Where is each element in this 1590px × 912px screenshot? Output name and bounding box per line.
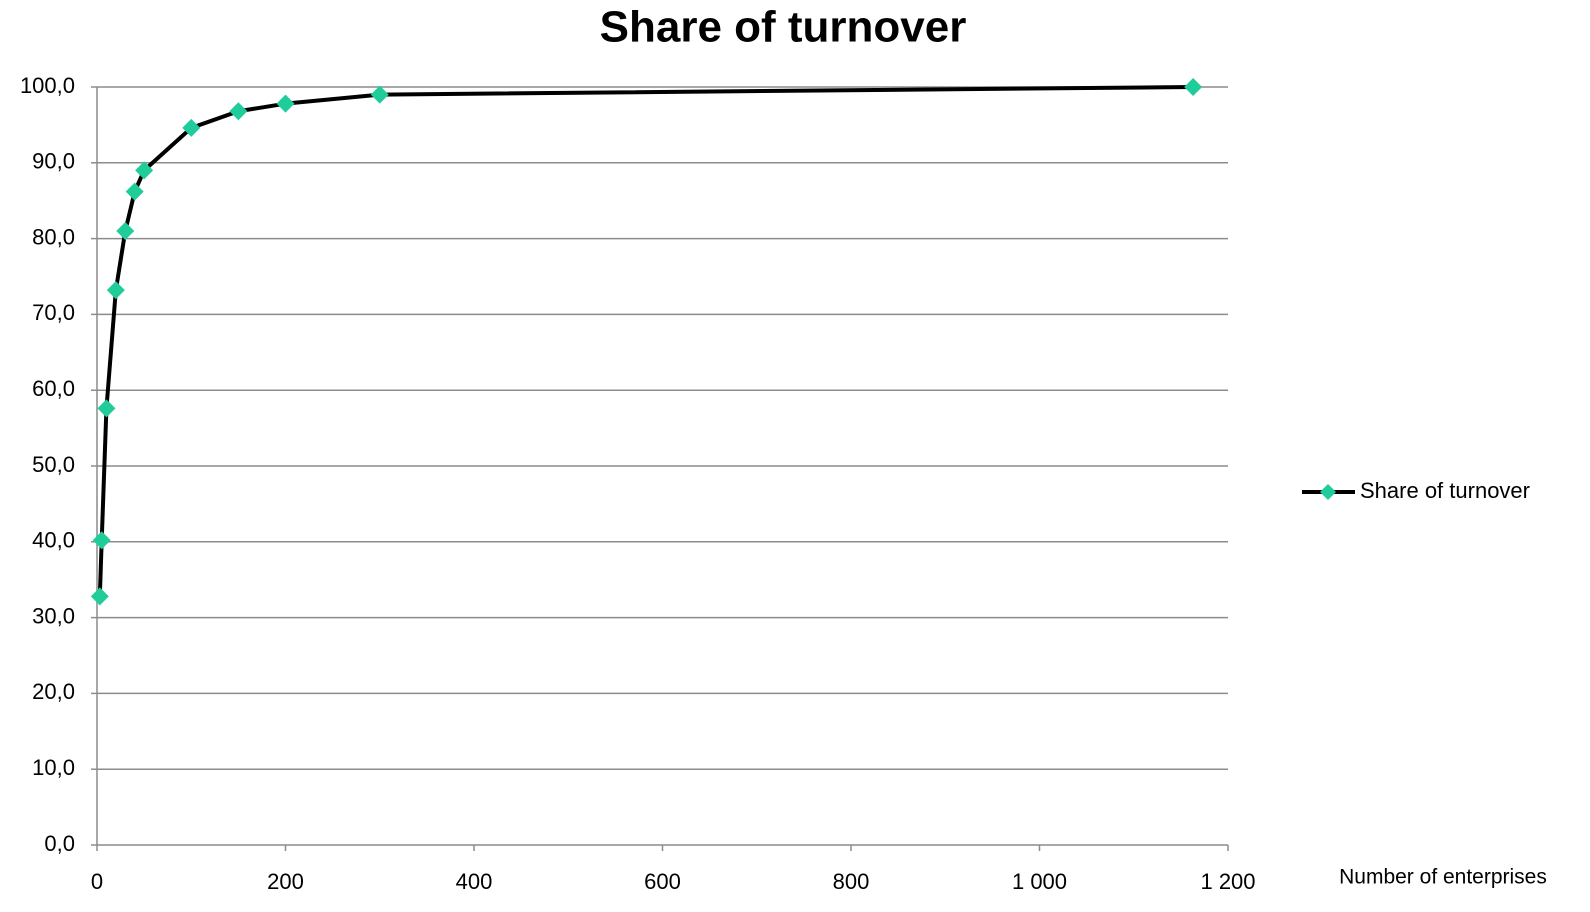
data-point (97, 399, 116, 418)
y-tick-label: 20,0 (32, 679, 75, 704)
data-point (276, 94, 295, 113)
data-point (116, 222, 135, 241)
x-tick-label: 600 (644, 869, 681, 894)
y-tick-label: 60,0 (32, 376, 75, 401)
legend-label: Share of turnover (1360, 478, 1530, 503)
x-tick-label: 0 (91, 869, 103, 894)
data-point (135, 161, 154, 180)
x-axis-label: Number of enterprises (1339, 866, 1547, 889)
data-point (125, 182, 144, 201)
x-tick-label: 400 (456, 869, 493, 894)
y-tick-label: 40,0 (32, 528, 75, 553)
y-tick-label: 30,0 (32, 603, 75, 628)
data-point (92, 531, 111, 550)
y-tick-label: 0,0 (44, 831, 75, 856)
y-tick-label: 90,0 (32, 149, 75, 174)
data-point (106, 281, 125, 300)
y-tick-label: 80,0 (32, 224, 75, 249)
data-point (90, 587, 109, 606)
x-tick-label: 1 000 (1012, 869, 1067, 894)
data-point (370, 85, 389, 104)
x-tick-label: 800 (833, 869, 870, 894)
y-tick-label: 10,0 (32, 755, 75, 780)
data-point (1184, 78, 1203, 96)
y-tick-label: 50,0 (32, 452, 75, 477)
x-tick-label: 200 (267, 869, 304, 894)
data-point (229, 102, 248, 121)
data-point (182, 118, 201, 137)
y-tick-label: 70,0 (32, 300, 75, 325)
series-line (97, 85, 1194, 597)
chart-title: Share of turnover (600, 3, 967, 52)
y-tick-label: 100,0 (20, 73, 75, 98)
x-tick-label: 1 200 (1200, 869, 1255, 894)
legend-marker (1320, 484, 1336, 500)
